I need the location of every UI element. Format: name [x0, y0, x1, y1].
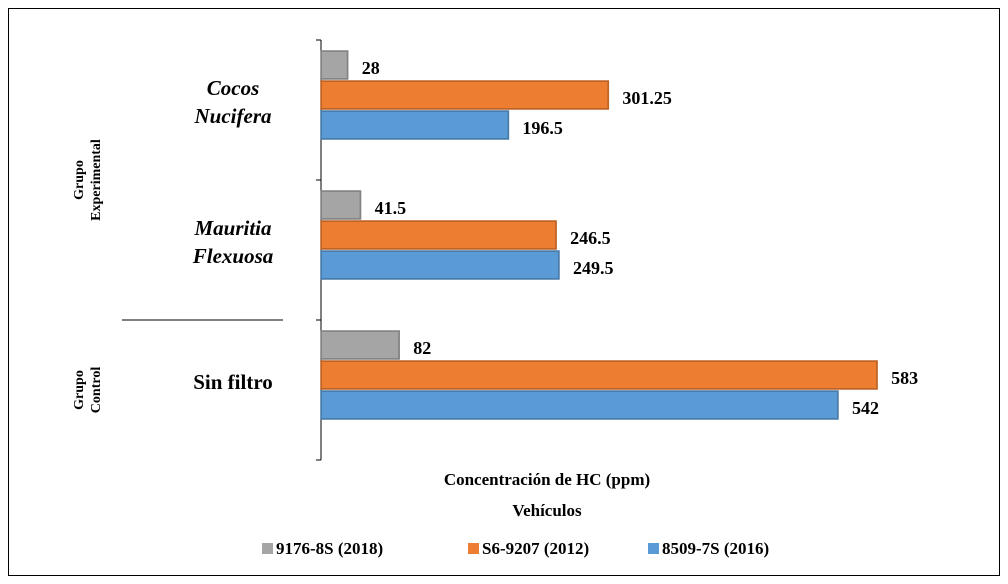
legend-label: 8509-7S (2016) — [662, 539, 769, 558]
data-label: 583 — [891, 368, 918, 388]
x-axis-label: Concentración de HC (ppm) — [444, 470, 650, 489]
category-label: Sin filtro — [193, 370, 273, 394]
legend-swatch — [262, 543, 273, 554]
legend-label: S6-9207 (2012) — [482, 539, 589, 558]
group-label: Grupo Experimental — [72, 139, 104, 221]
data-label: 196.5 — [522, 118, 563, 138]
data-label: 28 — [362, 58, 380, 78]
chart-frame — [8, 8, 1000, 576]
bar-fill — [322, 362, 877, 388]
category-label: Cocos Nucifera — [194, 76, 272, 128]
data-label: 246.5 — [570, 228, 611, 248]
bar-fill — [322, 222, 556, 248]
group-label: Grupo Control — [72, 366, 104, 414]
bar-fill — [322, 192, 360, 218]
legend-swatch — [648, 543, 659, 554]
data-label: 542 — [852, 398, 879, 418]
bar-fill — [322, 392, 837, 418]
legend-label: 9176-8S (2018) — [276, 539, 383, 558]
data-label: 82 — [413, 338, 431, 358]
bar-fill — [322, 52, 347, 78]
category-label: Mauritia Flexuosa — [192, 216, 274, 268]
bar-fill — [322, 112, 508, 138]
bar-fill — [322, 332, 399, 358]
data-label: 249.5 — [573, 258, 614, 278]
data-label: 301.25 — [622, 88, 672, 108]
bar-fill — [322, 252, 558, 278]
data-label: 41.5 — [375, 198, 407, 218]
legend-swatch — [468, 543, 479, 554]
bar-fill — [322, 82, 608, 108]
legend-title: Vehículos — [512, 501, 582, 520]
